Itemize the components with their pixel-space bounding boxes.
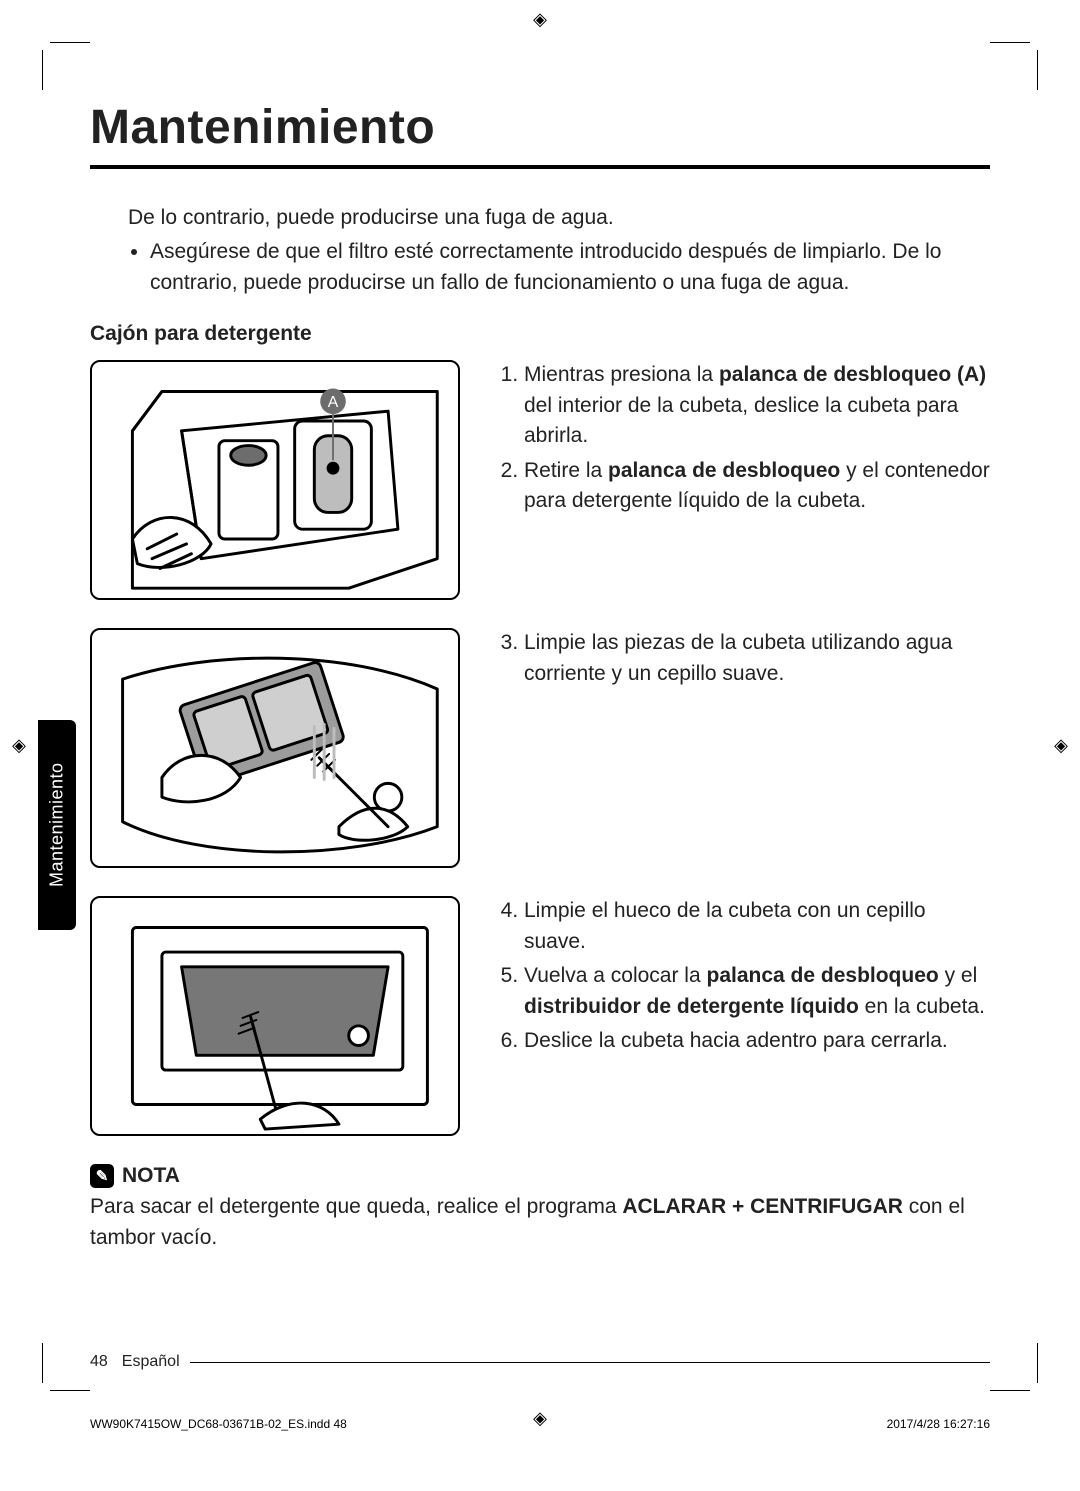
step-item: Limpie el hueco de la cubeta con un cepi… xyxy=(524,896,990,957)
instruction-row: Limpie las piezas de la cubeta utilizand… xyxy=(90,628,990,868)
page-language: Español xyxy=(122,1353,180,1371)
note-body: Para sacar el detergente que queda, real… xyxy=(90,1192,990,1253)
page-title: Mantenimiento xyxy=(90,100,990,155)
page-number: 48 xyxy=(90,1353,108,1371)
crop-mark xyxy=(42,1343,43,1383)
page-content: Mantenimiento De lo contrario, puede pro… xyxy=(90,60,990,1371)
imprint: WW90K7415OW_DC68-03671B-02_ES.indd 48 20… xyxy=(90,1417,990,1431)
imprint-file: WW90K7415OW_DC68-03671B-02_ES.indd 48 xyxy=(90,1417,347,1431)
step-item: Retire la palanca de desbloqueo y el con… xyxy=(524,456,990,517)
intro-line: De lo contrario, puede producirse una fu… xyxy=(128,203,990,233)
figure-brush-parts xyxy=(90,628,460,868)
steps-block: Mientras presiona la palanca de desbloqu… xyxy=(498,360,990,520)
step-item: Vuelva a colocar la palanca de desbloque… xyxy=(524,961,990,1022)
instruction-row: A Mientras presiona la palanca de desblo… xyxy=(90,360,990,600)
crop-mark xyxy=(990,1390,1030,1391)
steps-block: Limpie el hueco de la cubeta con un cepi… xyxy=(498,896,990,1060)
title-rule xyxy=(90,165,990,169)
step-item: Limpie las piezas de la cubeta utilizand… xyxy=(524,628,990,689)
steps-block: Limpie las piezas de la cubeta utilizand… xyxy=(498,628,990,693)
step-item: Deslice la cubeta hacia adentro para cer… xyxy=(524,1026,990,1056)
figure-drawer-open: A xyxy=(90,360,460,600)
callout-label-a: A xyxy=(328,395,339,412)
registration-mark-icon: ◈ xyxy=(527,6,553,32)
intro-bullet: Asegúrese de que el filtro esté correcta… xyxy=(150,237,990,298)
registration-mark-icon: ◈ xyxy=(1048,733,1074,759)
crop-mark xyxy=(42,50,43,90)
registration-mark-icon: ◈ xyxy=(6,733,32,759)
section-subheading: Cajón para detergente xyxy=(90,322,990,346)
crop-mark xyxy=(1037,1343,1038,1383)
instruction-row: Limpie el hueco de la cubeta con un cepi… xyxy=(90,896,990,1136)
page-footer: 48 Español xyxy=(90,1353,990,1371)
footer-rule xyxy=(190,1362,990,1363)
step-item: Mientras presiona la palanca de desbloqu… xyxy=(524,360,990,451)
crop-mark xyxy=(1037,50,1038,90)
figure-brush-recess xyxy=(90,896,460,1136)
note-label: NOTA xyxy=(122,1164,180,1188)
imprint-date: 2017/4/28 16:27:16 xyxy=(887,1417,990,1431)
crop-mark xyxy=(50,42,90,43)
crop-mark xyxy=(50,1390,90,1391)
note-icon: ✎ xyxy=(90,1164,114,1188)
intro-block: De lo contrario, puede producirse una fu… xyxy=(128,203,990,298)
crop-mark xyxy=(990,42,1030,43)
side-tab: Mantenimiento xyxy=(38,720,76,930)
note-heading: ✎ NOTA xyxy=(90,1164,990,1188)
sheet: ◈ ◈ ◈ ◈ Mantenimiento De lo contrario, p… xyxy=(0,0,1080,1491)
